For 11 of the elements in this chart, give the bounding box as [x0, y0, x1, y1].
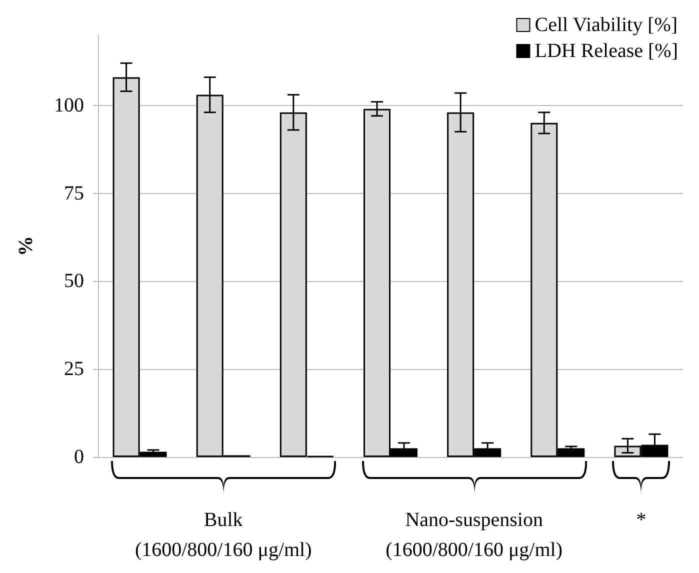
- y-tick-label: 100: [54, 94, 84, 116]
- legend-label: LDH Release [%]: [534, 40, 678, 62]
- y-tick-label: 0: [74, 446, 84, 468]
- y-tick-label: 25: [64, 358, 84, 380]
- x-tick-label: *: [636, 509, 646, 531]
- y-tick-label: 75: [64, 182, 84, 204]
- x-tick-label: Nano-suspension (1600/800/160 μg/ml): [386, 509, 562, 561]
- y-axis-title: %: [15, 236, 37, 256]
- x-tick-label: Bulk (1600/800/160 μg/ml): [134, 509, 312, 561]
- y-tick-label: 50: [64, 270, 84, 292]
- legend-label: Cell Viability [%]: [534, 14, 678, 36]
